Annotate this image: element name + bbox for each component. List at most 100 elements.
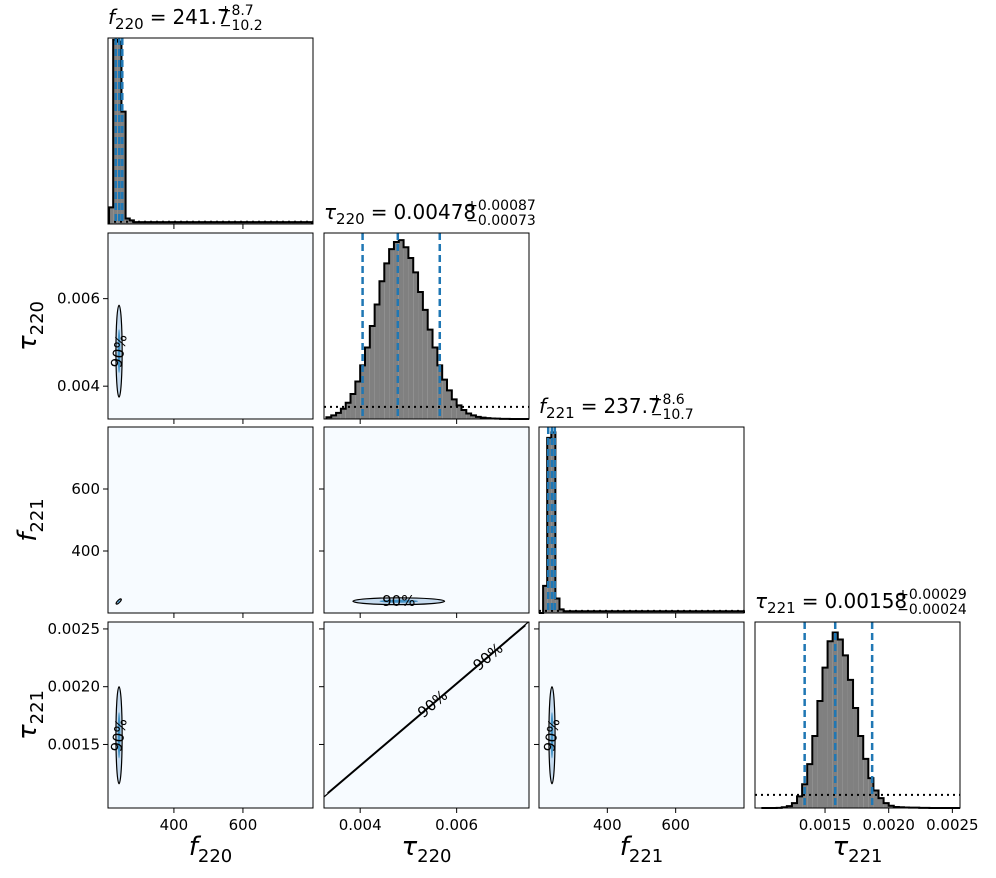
axis-subscript: 221 xyxy=(27,498,48,532)
title-plus: +8.7 xyxy=(220,3,254,19)
axis-label: f221 xyxy=(620,832,664,867)
title-plus: +0.00087 xyxy=(466,198,536,214)
title-median: 0.00158 xyxy=(824,589,907,613)
hist-bar xyxy=(551,432,556,613)
axis-label: f220 xyxy=(189,832,233,867)
contour-core xyxy=(117,712,121,759)
panel-background xyxy=(324,622,529,808)
hist-bar xyxy=(408,258,414,419)
title-median: 0.00478 xyxy=(393,200,476,224)
hist-bar xyxy=(847,679,854,808)
hist-bar xyxy=(559,609,564,613)
axis-symbol: τ xyxy=(832,832,848,862)
axis-subscript: 220 xyxy=(27,301,48,335)
panel-background xyxy=(539,622,744,808)
axis-subscript: 221 xyxy=(27,690,48,724)
hist-bar xyxy=(336,412,341,419)
hist-bar xyxy=(129,220,134,224)
hist-bar xyxy=(883,803,889,808)
title-subscript: 221 xyxy=(546,404,575,422)
hist-bar xyxy=(369,326,375,419)
hist-bar xyxy=(413,272,419,419)
panel-frame xyxy=(323,621,530,809)
hist-bar xyxy=(393,241,399,419)
panel-frame xyxy=(754,621,961,809)
x-tick-label: 0.006 xyxy=(435,816,478,834)
axis-symbol: τ xyxy=(13,724,43,740)
hist-bar xyxy=(466,413,472,419)
hist-bar xyxy=(461,410,467,419)
panel-background xyxy=(108,233,313,419)
hist-bar xyxy=(842,655,848,808)
hist-bar xyxy=(802,784,808,808)
hist-bar xyxy=(832,632,838,808)
hist-bar xyxy=(331,415,337,419)
panel-frame xyxy=(323,232,530,420)
axis-symbol: τ xyxy=(401,832,417,862)
panel-frame xyxy=(107,426,314,614)
contour-line xyxy=(324,625,526,798)
x-tick-label: 600 xyxy=(229,816,258,834)
title-plus: +8.6 xyxy=(651,392,685,408)
x-tick-label: 0.0020 xyxy=(862,816,915,834)
hist-bar xyxy=(355,381,361,419)
hist-bar xyxy=(471,415,476,419)
y-tick-label: 0.0025 xyxy=(48,620,101,638)
axis-subscript: 221 xyxy=(848,846,882,867)
panel-frame xyxy=(107,232,314,420)
hist-outline xyxy=(539,431,745,614)
axis-label: τ221 xyxy=(13,690,48,740)
title-symbol: τ xyxy=(755,589,768,613)
x-tick-label: 0.004 xyxy=(339,816,382,834)
contour-core xyxy=(379,599,419,603)
hist-bar xyxy=(797,796,803,808)
hist-bar xyxy=(888,805,894,808)
hist-bar xyxy=(340,408,346,419)
hist-bar xyxy=(389,249,394,419)
title-minus: −10.7 xyxy=(651,407,694,423)
panel-frame xyxy=(538,621,745,809)
y-tick-label: 0.0015 xyxy=(48,735,101,753)
axis-label: f221 xyxy=(13,498,48,542)
axis-label: τ221 xyxy=(832,832,882,867)
contour-label: 90% xyxy=(382,592,415,610)
axis-label: τ220 xyxy=(401,832,451,867)
axis-subscript: 221 xyxy=(629,846,663,867)
hist-bar xyxy=(418,292,423,419)
title-median: 241.7 xyxy=(172,5,229,29)
hist-bar xyxy=(345,402,351,419)
contours: 90% xyxy=(107,686,131,785)
hist-bar xyxy=(121,111,126,224)
hist-bar xyxy=(807,764,813,808)
hist-bar xyxy=(555,598,560,613)
title-minus: −0.00073 xyxy=(466,213,536,229)
hist-bar xyxy=(403,247,409,419)
hist-outline xyxy=(108,38,313,224)
hist-bar xyxy=(427,329,433,419)
hist-bar xyxy=(422,309,428,419)
title-symbol: f xyxy=(108,5,118,29)
hist-bar xyxy=(447,390,452,419)
contours: 90% xyxy=(107,304,131,398)
contour-label: 90% xyxy=(107,717,131,753)
axis-subscript: 220 xyxy=(417,846,451,867)
hist-bar xyxy=(451,399,457,419)
hist-bar xyxy=(837,639,843,808)
contours xyxy=(115,598,122,605)
panel-title: f220 = 241.7 xyxy=(108,5,230,33)
y-tick-label: 0.0020 xyxy=(48,678,101,696)
axis-subscript: 220 xyxy=(198,846,232,867)
x-tick-label: 400 xyxy=(593,816,622,834)
panel-frame xyxy=(107,621,314,809)
panel-title: f221 = 237.7 xyxy=(539,394,661,422)
hist-bar xyxy=(365,347,370,419)
hist-bar xyxy=(873,790,879,808)
x-tick-label: 0.0025 xyxy=(926,816,979,834)
panel-background xyxy=(108,427,313,613)
contour-label: 90% xyxy=(107,333,131,369)
title-separator: = xyxy=(371,200,388,224)
hist-bar xyxy=(442,379,447,419)
hist-bar xyxy=(878,798,884,808)
axis-symbol: τ xyxy=(13,335,43,351)
